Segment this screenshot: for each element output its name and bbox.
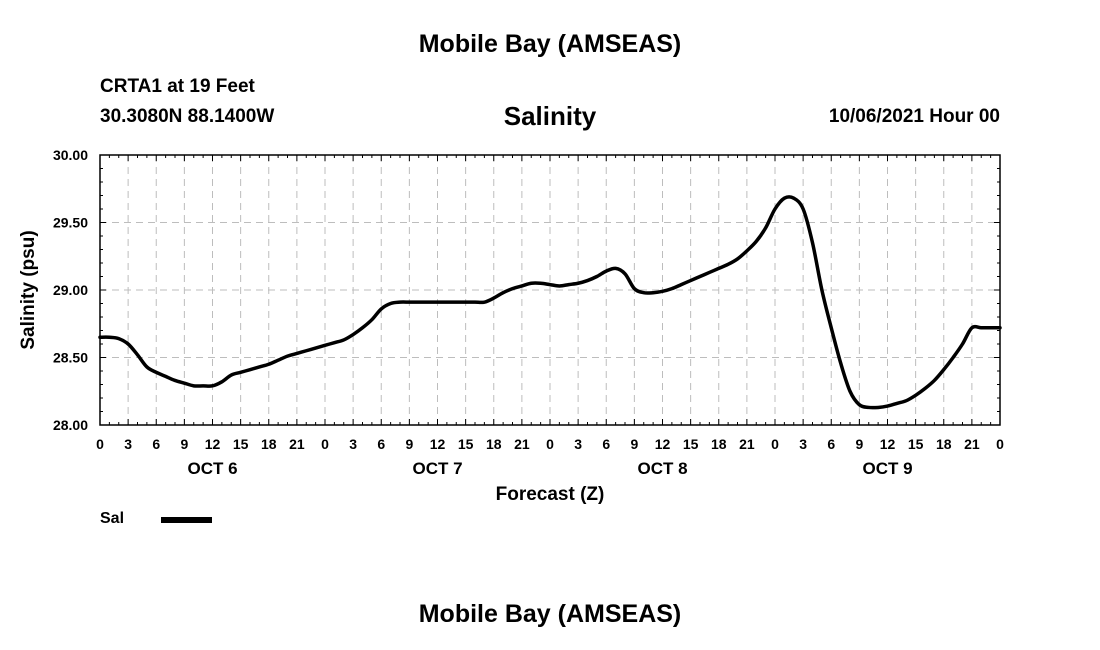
x-tick-label: 0 — [996, 436, 1004, 452]
x-tick-label: 12 — [655, 436, 671, 452]
day-label: OCT 9 — [862, 459, 912, 478]
x-tick-label: 21 — [514, 436, 530, 452]
station-label: CRTA1 at 19 Feet — [100, 76, 255, 97]
axes: 0 3 6 9 12 15 18 21 0 3 6 9 12 15 18 21 0 3 6 9 12 15 18 21 0 3 6 9… — [53, 147, 1004, 478]
station-coordinates: 30.3080N 88.1400W — [100, 106, 275, 127]
x-tick-label: 15 — [908, 436, 924, 452]
series-line-sal — [98, 195, 1002, 410]
x-tick-label: 18 — [486, 436, 502, 452]
day-label: OCT 6 — [187, 459, 237, 478]
series-layer — [98, 195, 1002, 410]
x-tick-label: 3 — [799, 436, 807, 452]
x-tick-label: 6 — [827, 436, 835, 452]
x-tick-label: 3 — [349, 436, 357, 452]
x-tick-label: 0 — [771, 436, 779, 452]
x-tick-label: 18 — [711, 436, 727, 452]
day-label: OCT 7 — [412, 459, 462, 478]
legend-label: Sal — [100, 510, 125, 527]
forecast-datetime: 10/06/2021 Hour 00 — [828, 106, 1000, 127]
y-tick-label: 29.00 — [53, 282, 88, 298]
x-tick-label: 18 — [261, 436, 277, 452]
x-tick-label: 21 — [739, 436, 755, 452]
x-tick-label: 9 — [405, 436, 413, 452]
x-tick-label: 3 — [574, 436, 582, 452]
x-tick-label: 12 — [205, 436, 221, 452]
x-tick-label: 12 — [430, 436, 446, 452]
y-axis-label: Salinity (psu) — [18, 230, 39, 349]
x-tick-label: 0 — [321, 436, 329, 452]
x-tick-label: 15 — [233, 436, 249, 452]
x-tick-label: 15 — [458, 436, 474, 452]
y-tick-label: 28.50 — [53, 350, 88, 366]
x-tick-label: 12 — [880, 436, 896, 452]
x-tick-label: 9 — [630, 436, 638, 452]
x-tick-label: 15 — [683, 436, 699, 452]
footer-title: Mobile Bay (AMSEAS) — [418, 600, 682, 628]
grid — [100, 155, 1000, 425]
y-tick-label: 29.50 — [53, 215, 88, 231]
x-tick-label: 18 — [936, 436, 952, 452]
x-tick-label: 6 — [152, 436, 160, 452]
page-title: Mobile Bay (AMSEAS) — [418, 30, 682, 58]
x-tick-label: 6 — [377, 436, 385, 452]
x-tick-label: 21 — [289, 436, 305, 452]
x-tick-label: 0 — [96, 436, 104, 452]
day-label: OCT 8 — [637, 459, 687, 478]
x-tick-label: 9 — [180, 436, 188, 452]
y-tick-label: 30.00 — [53, 147, 88, 163]
x-axis-label: Forecast (Z) — [496, 484, 605, 505]
chart-title: Salinity — [503, 101, 597, 131]
y-tick-label: 28.00 — [53, 417, 88, 433]
plot-frame — [99, 154, 1001, 426]
legend-swatch — [161, 517, 212, 523]
x-tick-label: 0 — [546, 436, 554, 452]
x-tick-label: 3 — [124, 436, 132, 452]
x-tick-label: 9 — [855, 436, 863, 452]
x-tick-label: 21 — [964, 436, 980, 452]
x-tick-label: 6 — [602, 436, 610, 452]
